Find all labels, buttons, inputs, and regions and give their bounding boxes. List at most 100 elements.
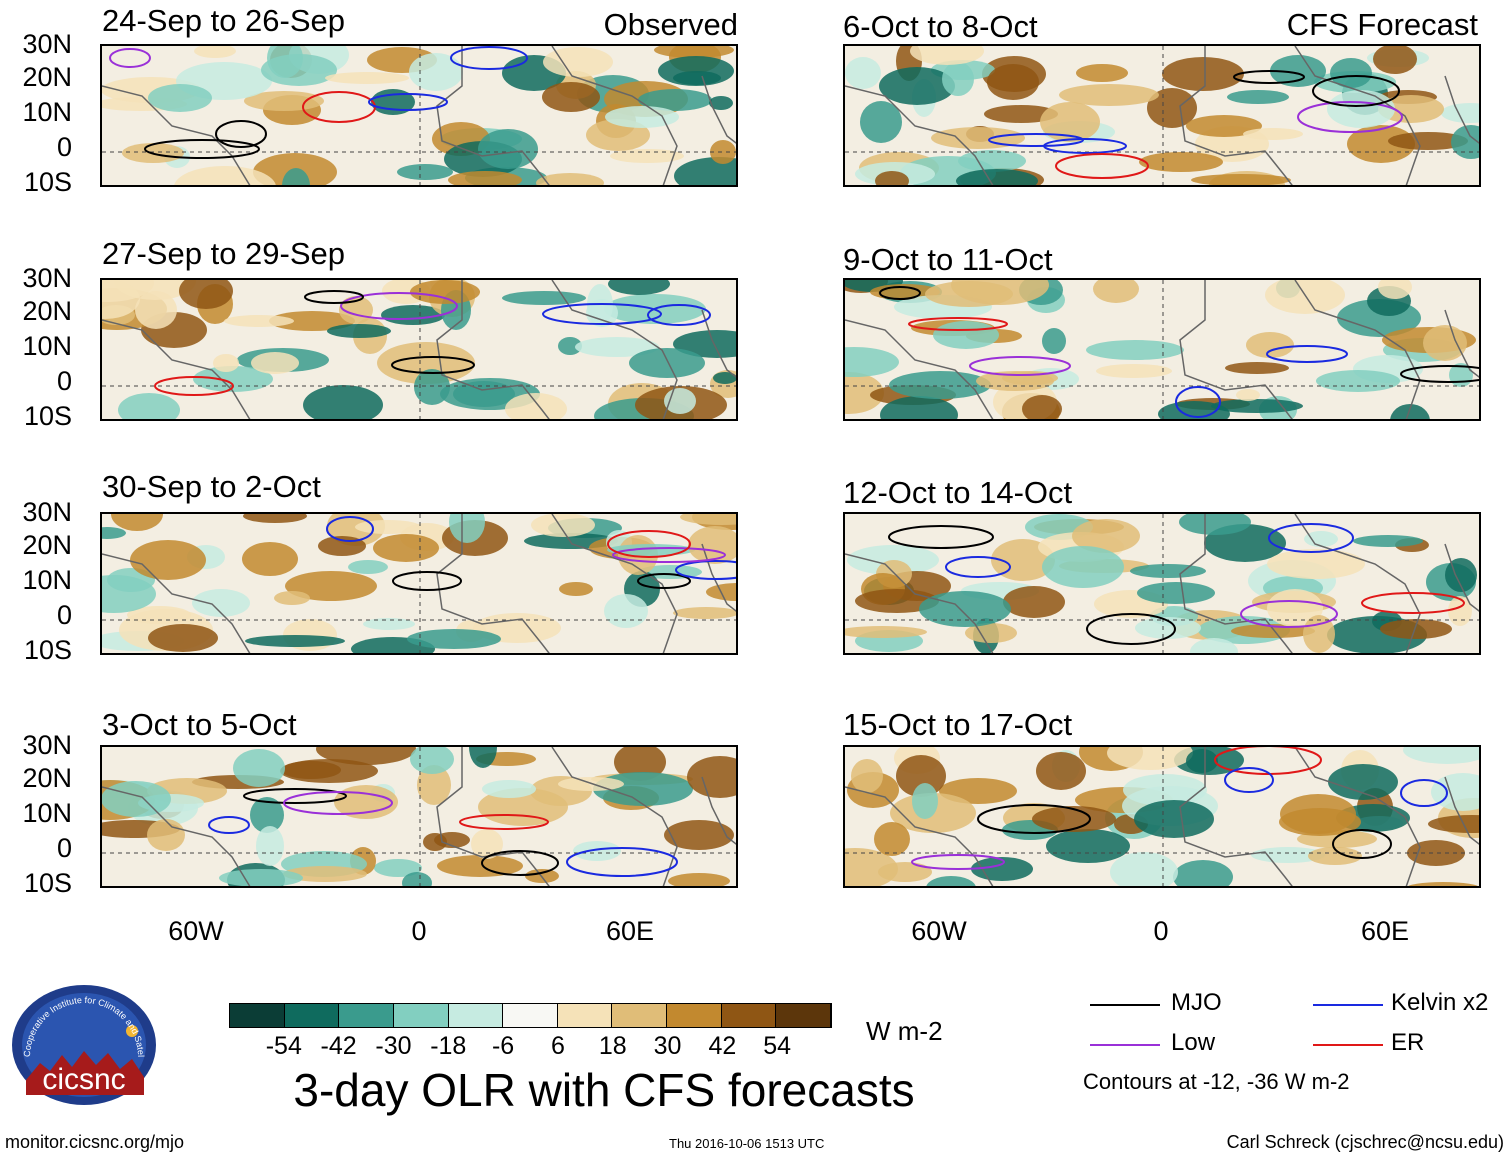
coastline xyxy=(845,514,1479,653)
footer-site-link[interactable]: monitor.cicsnc.org/mjo xyxy=(5,1132,185,1152)
colorbar-cell-2 xyxy=(339,1004,394,1027)
wave-contour xyxy=(243,788,347,804)
olr-anomaly-blob xyxy=(1135,617,1201,639)
olr-anomaly-blob xyxy=(1353,535,1423,547)
olr-anomaly-blob xyxy=(414,369,450,405)
olr-anomaly-blob xyxy=(604,594,648,628)
wave-contour xyxy=(1312,75,1400,107)
olr-anomaly-blob xyxy=(1236,389,1260,401)
colorbar-tick-7: 30 xyxy=(653,1032,682,1060)
olr-anomaly-blob xyxy=(1373,46,1417,74)
lat-label-1-3: 0 xyxy=(56,366,72,396)
lon-label-60w-left: 60W xyxy=(168,916,224,946)
wave-contour xyxy=(154,376,234,396)
olr-anomaly-blob xyxy=(1423,325,1467,361)
colorbar-cell-7 xyxy=(612,1004,668,1027)
olr-anomaly-blob xyxy=(327,324,391,338)
olr-map-obs-2 xyxy=(102,280,736,419)
wave-contour xyxy=(908,317,1008,331)
lat-label-2-1: 20N xyxy=(22,530,72,560)
olr-anomaly-blob xyxy=(471,829,503,859)
olr-anomaly-blob xyxy=(687,756,736,798)
olr-anomaly-blob xyxy=(674,157,736,185)
wave-contour xyxy=(1224,767,1274,793)
olr-anomaly-blob xyxy=(878,862,932,882)
olr-anomaly-blob xyxy=(261,54,337,86)
lat-label-3-0: 30N xyxy=(22,730,72,760)
wave-contour xyxy=(392,571,462,591)
olr-anomaly-blob xyxy=(402,872,432,886)
main-title: 3-day OLR with CFS forecasts xyxy=(293,1064,915,1116)
olr-anomaly-blob xyxy=(558,337,582,355)
legend-label-low: Low xyxy=(1171,1029,1216,1056)
colorbar-tick-6: 18 xyxy=(598,1032,627,1060)
olr-anomaly-blob xyxy=(1448,596,1472,626)
lat-label-0-4: 10S xyxy=(23,167,72,197)
colorbar-cell-10 xyxy=(776,1004,832,1027)
olr-anomaly-blob xyxy=(889,371,991,399)
olr-anomaly-blob xyxy=(984,105,1058,123)
olr-anomaly-blob xyxy=(1316,370,1400,392)
wave-contour xyxy=(1233,70,1305,84)
footer-author: Carl Schreck (cjschrec@ncsu.edu) xyxy=(1226,1132,1504,1152)
lat-label-2-3: 0 xyxy=(56,600,72,630)
colorbar-tick-3: -18 xyxy=(430,1032,467,1060)
olr-anomaly-blob xyxy=(629,348,705,378)
coastline xyxy=(102,747,736,886)
olr-anomaly-blob xyxy=(926,876,976,886)
olr-anomaly-blob xyxy=(251,352,299,374)
wave-contour xyxy=(1175,386,1221,418)
map-panel-fcst-2 xyxy=(843,278,1481,421)
panel-title-obs-3: 30-Sep to 2-Oct xyxy=(102,469,321,504)
olr-map-fcst-2 xyxy=(845,280,1479,419)
olr-anomaly-blob xyxy=(449,514,485,543)
map-panel-obs-4 xyxy=(100,745,738,888)
olr-anomaly-blob xyxy=(638,89,712,111)
olr-anomaly-blob xyxy=(1110,852,1178,886)
wave-contour xyxy=(969,356,1071,376)
olr-anomaly-blob xyxy=(233,749,285,787)
wave-contour xyxy=(1361,592,1465,614)
olr-anomaly-blob xyxy=(1134,800,1214,838)
olr-anomaly-blob xyxy=(925,281,1013,307)
olr-anomaly-blob xyxy=(1040,102,1100,142)
olr-anomaly-blob xyxy=(896,755,946,797)
olr-anomaly-blob xyxy=(448,171,522,185)
map-panel-fcst-1 xyxy=(843,44,1481,187)
olr-anomaly-blob xyxy=(845,57,881,89)
olr-anomaly-blob xyxy=(880,396,958,419)
olr-anomaly-blob xyxy=(502,291,586,305)
olr-anomaly-blob xyxy=(668,873,730,886)
lat-label-0-1: 20N xyxy=(22,62,72,92)
olr-anomaly-blob xyxy=(1388,132,1468,150)
olr-anomaly-blob xyxy=(710,140,736,164)
olr-anomaly-blob xyxy=(1076,64,1128,82)
lon-label-60e-left: 60E xyxy=(605,916,655,946)
olr-anomaly-blob xyxy=(318,536,366,556)
olr-anomaly-blob xyxy=(1380,619,1452,639)
olr-anomaly-blob xyxy=(219,869,303,886)
olr-anomaly-blob xyxy=(274,591,310,605)
olr-anomaly-blob xyxy=(1267,549,1365,579)
cics-logo: Cooperative Institute for Climate and Sa… xyxy=(7,977,158,1107)
olr-anomaly-blob xyxy=(543,47,613,77)
wave-contour xyxy=(988,133,1084,147)
olr-anomaly-blob xyxy=(1190,638,1238,653)
colorbar-tick-0: -54 xyxy=(265,1032,302,1060)
olr-anomaly-blob xyxy=(987,64,1039,100)
wave-contour xyxy=(1297,101,1403,133)
lat-label-2-2: 10N xyxy=(22,565,72,595)
olr-anomaly-blob xyxy=(919,591,1011,627)
olr-anomaly-blob xyxy=(1186,115,1262,137)
olr-anomaly-blob xyxy=(1451,125,1479,159)
lat-label-2-0: 30N xyxy=(22,497,72,527)
wave-contour xyxy=(340,292,458,320)
map-panel-obs-3 xyxy=(100,512,738,655)
olr-anomaly-blob xyxy=(102,280,140,319)
olr-anomaly-blob xyxy=(437,855,523,877)
wave-contour xyxy=(542,303,662,325)
legend-line-mjo xyxy=(1090,1004,1160,1006)
lat-label-0-0: 30N xyxy=(22,29,72,59)
olr-anomaly-blob xyxy=(1130,564,1206,578)
olr-anomaly-blob xyxy=(1042,328,1066,354)
